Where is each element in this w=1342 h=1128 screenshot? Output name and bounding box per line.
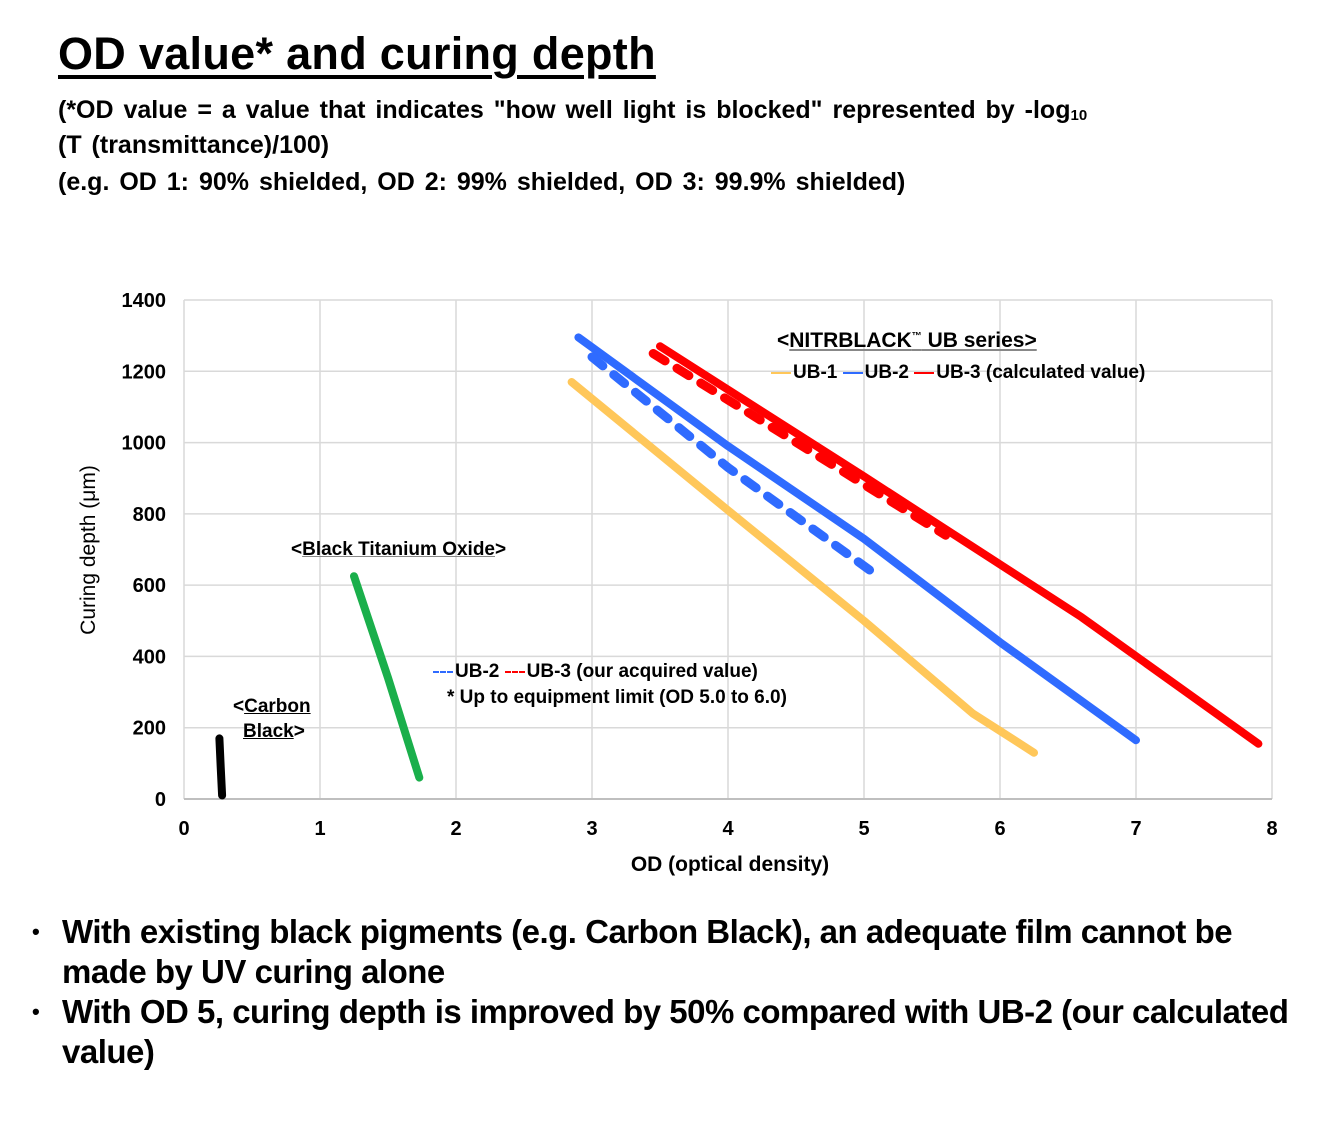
legend-item-ub3-acq: UB-3 (our acquired value) bbox=[504, 661, 758, 682]
nitrblack-series-title: <NITRBLACK™ UB series> bbox=[777, 329, 1037, 353]
x-axis-label: OD (optical density) bbox=[631, 853, 829, 876]
legend-item-ub2: UB-2 bbox=[842, 362, 909, 383]
x-tick-label: 4 bbox=[722, 818, 734, 840]
bullet-item: • With OD 5, curing depth is improved by … bbox=[28, 992, 1318, 1072]
od-definition-note-cont: (T (transmittance)/100) bbox=[58, 131, 330, 159]
bracket-open: < bbox=[777, 329, 790, 352]
bullet-icon: • bbox=[32, 919, 40, 944]
series-suffix: UB series> bbox=[921, 329, 1037, 352]
bullet-icon: • bbox=[32, 999, 40, 1024]
series-line-ub-3-our-acquired-value bbox=[648, 349, 951, 540]
x-tick-label: 8 bbox=[1266, 818, 1277, 840]
legend-swatch-ub2 bbox=[842, 371, 863, 374]
legend-calculated: UB-1 UB-2 UB-3 (calculated value) bbox=[771, 362, 1145, 384]
trademark-symbol: ™ bbox=[911, 331, 922, 342]
x-axis-ticks: 0 1 2 3 4 5 6 7 8 bbox=[178, 818, 1277, 840]
page-title: OD value* and curing depth bbox=[58, 28, 656, 79]
y-tick-label: 1200 bbox=[122, 361, 167, 383]
y-axis-label: Curing depth (μm) bbox=[77, 465, 100, 635]
series-line-ub-2-calculated-value bbox=[574, 333, 1140, 745]
series-line-black-titanium-oxide bbox=[350, 572, 424, 782]
x-tick-label: 2 bbox=[450, 818, 461, 840]
x-tick-label: 1 bbox=[314, 818, 325, 840]
y-tick-label: 800 bbox=[133, 504, 166, 526]
legend-swatch-ub3-acq bbox=[504, 670, 525, 673]
legend-item-ub2-acq: UB-2 bbox=[433, 661, 499, 682]
curing-depth-chart: 0 1 2 3 4 5 6 7 8 0 200 400 600 800 1000 1200 1400 OD (… bbox=[77, 290, 1278, 876]
legend-label-ub3-acq: UB-3 (our acquired value) bbox=[526, 661, 758, 682]
legend-label-ub1: UB-1 bbox=[793, 362, 838, 383]
bullet-text: With OD 5, curing depth is improved by 5… bbox=[62, 993, 1289, 1070]
chart-series bbox=[215, 333, 1263, 800]
nitrblack-title-text: NITRBLACK™ UB series> bbox=[789, 329, 1036, 352]
x-tick-label: 5 bbox=[858, 818, 869, 840]
series-line-ub-3-calculated-value bbox=[656, 342, 1263, 748]
y-tick-label: 400 bbox=[133, 646, 166, 668]
carbon-black-label: <Carbon Black> bbox=[233, 694, 311, 744]
legend-swatch-ub1 bbox=[771, 371, 791, 374]
bracket-open: < bbox=[291, 539, 303, 560]
x-tick-label: 7 bbox=[1130, 818, 1141, 840]
y-tick-label: 1400 bbox=[122, 290, 167, 312]
series-line-ub-2-our-acquired-value bbox=[587, 352, 876, 576]
legend-label-ub2: UB-2 bbox=[864, 362, 909, 383]
od-definition-text: (*OD value = a value that indicates "how… bbox=[58, 96, 1071, 124]
y-tick-label: 1000 bbox=[122, 433, 167, 455]
carbon-black-line1: <Carbon bbox=[233, 694, 311, 719]
x-tick-label: 6 bbox=[994, 818, 1005, 840]
cb-label-line1: Carbon bbox=[244, 696, 311, 717]
legend-label-ub2-acq: UB-2 bbox=[455, 661, 500, 682]
x-tick-label: 0 bbox=[178, 818, 189, 840]
bracket-close: > bbox=[293, 721, 305, 742]
cb-label-line2: Black bbox=[243, 721, 294, 742]
bullet-text: With existing black pigments (e.g. Carbo… bbox=[62, 913, 1233, 990]
chart-grid bbox=[183, 299, 1273, 800]
black-titanium-oxide-label: <Black Titanium Oxide> bbox=[291, 539, 506, 561]
od-definition-note: (*OD value = a value that indicates "how… bbox=[58, 96, 1087, 125]
series-line-carbon-black bbox=[215, 734, 227, 800]
legend-swatch-ub3 bbox=[914, 371, 935, 374]
od-examples-note: (e.g. OD 1: 90% shielded, OD 2: 99% shie… bbox=[58, 168, 906, 196]
legend-item-ub3: UB-3 (calculated value) bbox=[914, 362, 1145, 383]
legend-label-ub3: UB-3 (calculated value) bbox=[936, 362, 1146, 383]
log-base-subscript: 10 bbox=[1070, 107, 1088, 124]
legend-item-ub1: UB-1 bbox=[771, 362, 837, 383]
legend-swatch-ub2-acq bbox=[433, 670, 453, 673]
y-tick-label: 200 bbox=[133, 718, 166, 740]
x-tick-label: 3 bbox=[586, 818, 597, 840]
carbon-black-line2: Black> bbox=[233, 719, 311, 744]
series-line-ub-1 bbox=[567, 378, 1038, 757]
bto-label-text: Black Titanium Oxide bbox=[302, 539, 495, 560]
legend-acquired: UB-2 UB-3 (our acquired value) bbox=[433, 661, 758, 683]
y-axis-ticks: 0 200 400 600 800 1000 1200 1400 bbox=[122, 290, 167, 811]
equipment-limit-footnote: * Up to equipment limit (OD 5.0 to 6.0) bbox=[447, 687, 787, 708]
summary-bullets: • With existing black pigments (e.g. Carb… bbox=[28, 912, 1318, 1072]
brand-name: NITRBLACK bbox=[789, 329, 912, 352]
bracket-open: < bbox=[233, 696, 245, 717]
bracket-close: > bbox=[495, 539, 507, 560]
y-tick-label: 600 bbox=[133, 575, 166, 597]
bullet-item: • With existing black pigments (e.g. Carb… bbox=[28, 912, 1318, 992]
y-tick-label: 0 bbox=[155, 789, 166, 811]
